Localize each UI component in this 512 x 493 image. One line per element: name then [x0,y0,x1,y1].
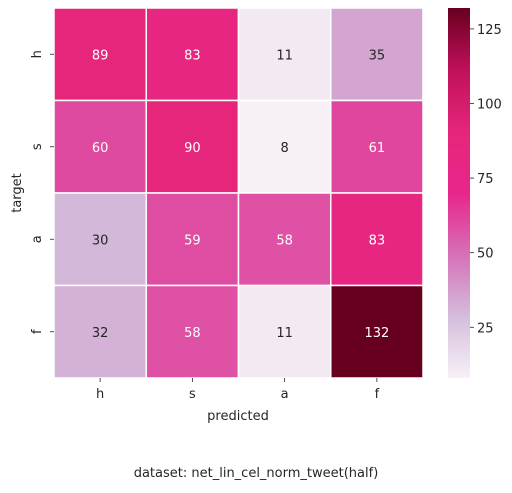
y-tick-label: f [30,329,45,334]
cell-value-label: 58 [276,233,293,248]
colorbar-tick-label: 25 [477,321,494,336]
colorbar-ticks: 25 50 75 100 125 [470,23,502,336]
y-tick-label: h [30,50,45,58]
cell-value-label: 83 [184,48,201,63]
x-tick-label: a [281,387,289,402]
cell-value-label: 11 [276,48,293,63]
cell-value-label: 60 [92,141,109,156]
x-tick-label: h [96,387,104,402]
y-tick-label: s [30,143,45,150]
heatmap-cell-h-s [145,7,240,102]
cell-value-label: 11 [276,326,293,341]
heatmap-cell-h-h [53,7,147,102]
cell-value-label: 8 [280,141,288,156]
heatmap-cell-f-f [330,284,424,379]
heatmap-cell-h-f [330,7,424,102]
heatmap-cell-a-s [145,192,240,287]
x-axis-label: predicted [207,409,269,424]
x-tick-label: f [375,387,380,402]
dataset-caption: dataset: net_lin_cel_norm_tweet(half) [133,466,379,481]
cell-value-label: 32 [92,326,109,341]
colorbar-tick-label: 50 [477,247,494,262]
cell-value-label: 83 [369,233,386,248]
cell-value-label: 59 [184,233,201,248]
colorbar-tick-label: 75 [477,172,494,187]
cell-value-label: 58 [184,326,201,341]
colorbar-tick-label: 100 [477,97,502,112]
cell-value-label: 35 [369,48,386,63]
y-axis-label: target [10,173,25,213]
heatmap-cell-f-s [145,284,240,379]
x-tick-label: s [189,387,196,402]
cell-value-label: 89 [92,48,109,63]
colorbar-tick-label: 125 [477,23,502,38]
cell-value-label: 90 [184,141,201,156]
heatmap-cell-s-f [330,99,424,194]
cell-annotations: 89 83 11 35 60 90 8 61 30 59 58 83 32 58 11 132 [92,48,389,341]
heatmap-cell-a-f [330,192,424,287]
heatmap-grid [53,7,424,379]
y-axis-ticks: h s a f [30,50,54,334]
cell-value-label: 61 [369,141,386,156]
y-tick-label: a [30,235,45,243]
cell-value-label: 30 [92,233,109,248]
heatmap-cell-s-s [145,99,240,194]
heatmap-cell-h-a [237,7,332,102]
cell-value-label: 132 [364,326,389,341]
colorbar [448,8,470,378]
